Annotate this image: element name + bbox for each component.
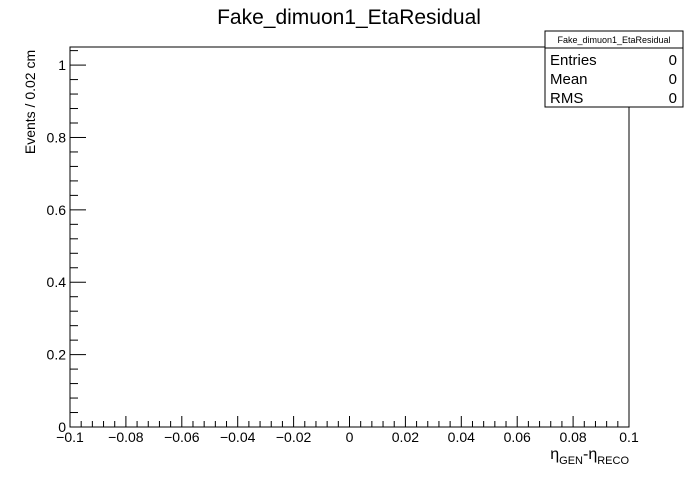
x-tick-label: 0 <box>346 429 354 445</box>
x-tick-label: 0.02 <box>392 429 419 445</box>
stats-mean-label: Mean <box>550 71 588 88</box>
y-tick-label: 0.6 <box>47 202 67 218</box>
x-tick-label: 0.04 <box>448 429 475 445</box>
y-tick-label: 1 <box>58 57 66 73</box>
y-tick-label: 0.4 <box>47 274 67 290</box>
x-tick-label: 0.1 <box>619 429 639 445</box>
x-tick-label: −0.04 <box>220 429 256 445</box>
y-axis-label: Events / 0.02 cm <box>22 50 38 154</box>
x-axis-label-minus-eta: -η <box>583 446 597 463</box>
stats-rms-value: 0 <box>669 90 677 107</box>
x-axis-label: ηGEN-ηRECO <box>550 446 629 467</box>
x-axis-label-eta: η <box>550 446 559 463</box>
stats-entries-value: 0 <box>669 52 677 69</box>
x-axis: −0.1 −0.08 −0.06 −0.04 −0.02 0 0.02 0.04 0.06 0.0… <box>56 416 639 445</box>
x-axis-label-gen-subscript: GEN <box>559 455 583 467</box>
stats-box-title: Fake_dimuon1_EtaResidual <box>557 35 670 45</box>
x-tick-label: −0.02 <box>276 429 312 445</box>
x-tick-label: −0.1 <box>56 429 84 445</box>
chart-title: Fake_dimuon1_EtaResidual <box>217 6 481 29</box>
x-axis-label-reco-subscript: RECO <box>597 455 629 467</box>
x-tick-label: −0.08 <box>108 429 144 445</box>
y-axis: 0 0.2 0.4 0.6 0.8 1 <box>47 50 86 435</box>
x-tick-label: 0.06 <box>504 429 531 445</box>
stats-box-frame <box>544 30 684 108</box>
y-tick-label: 0.2 <box>47 347 67 363</box>
y-tick-label: 0 <box>58 419 66 435</box>
stats-entries-label: Entries <box>550 52 597 69</box>
stats-mean-value: 0 <box>669 71 677 88</box>
stats-box: Fake_dimuon1_EtaResidual Entries 0 Mean … <box>544 30 684 108</box>
x-tick-label: 0.08 <box>559 429 586 445</box>
stats-rms-label: RMS <box>550 90 583 107</box>
y-tick-label: 0.8 <box>47 129 67 145</box>
x-tick-label: −0.06 <box>164 429 200 445</box>
